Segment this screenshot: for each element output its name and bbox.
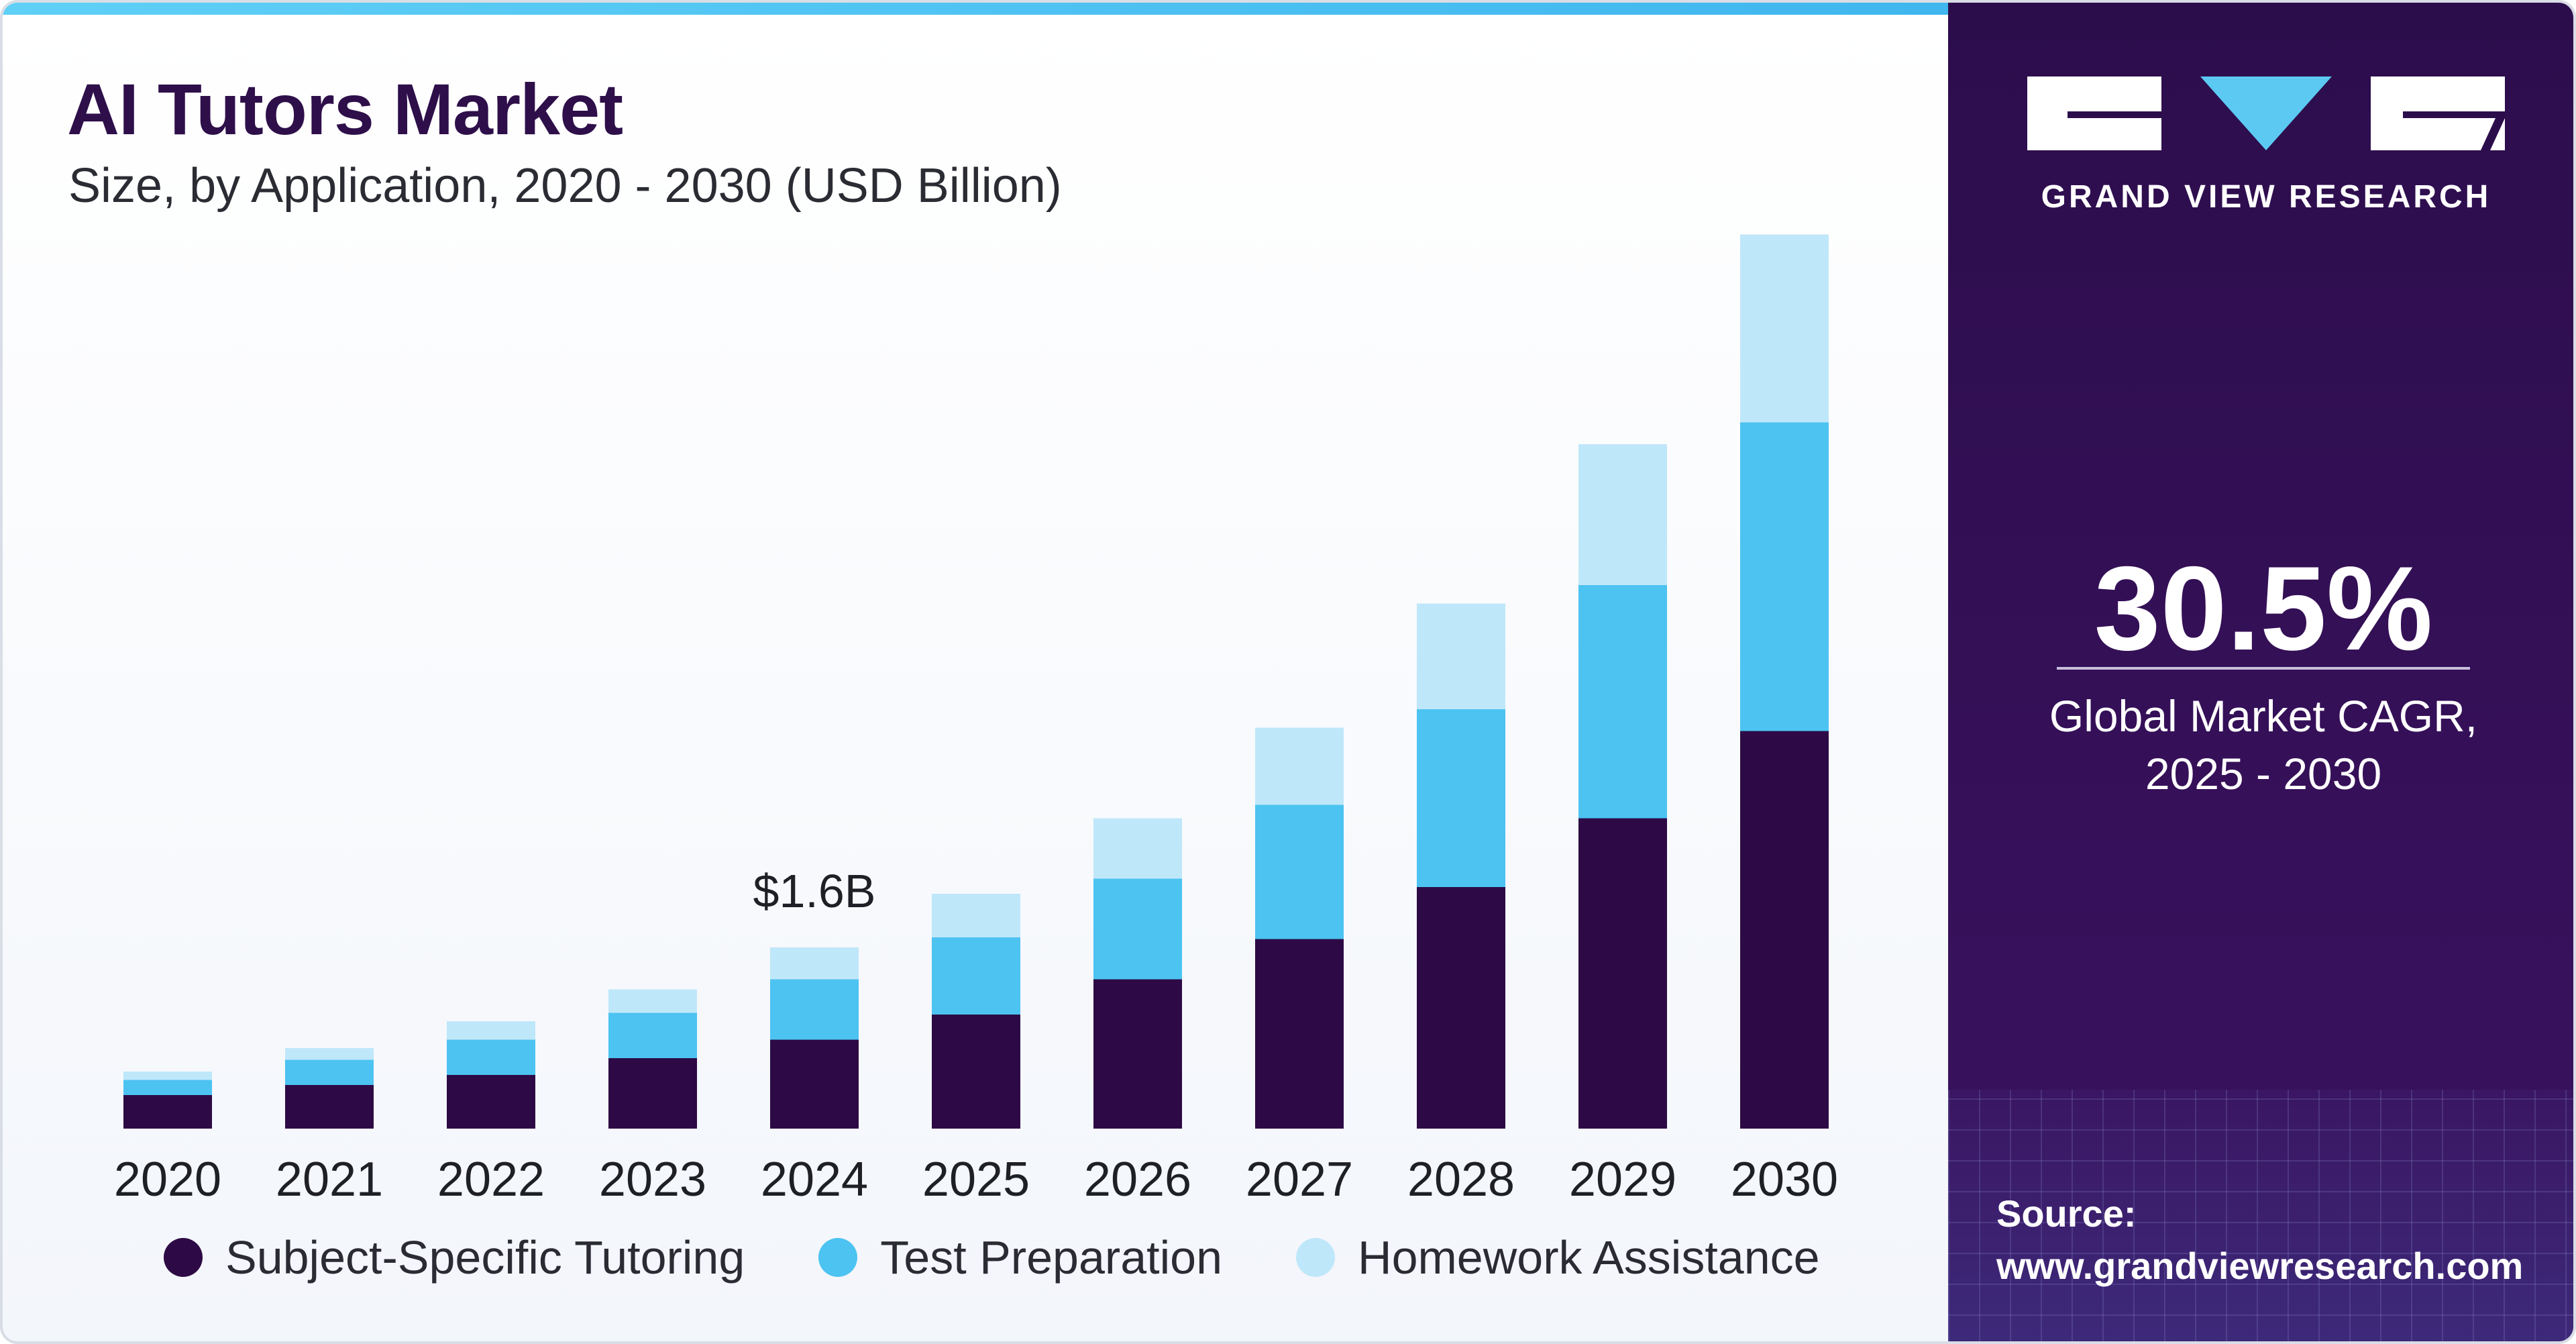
stacked-bar-chart: 2020 2021 2022 2023 2024 2025 2026 2027 2028 2029… <box>114 234 1838 1206</box>
cagr-value: 30.5% <box>2094 541 2433 675</box>
top-accent-bar <box>3 3 1948 15</box>
data-label-2024: $1.6B <box>753 865 876 917</box>
bar-homework-assistance-2027 <box>1255 727 1344 805</box>
x-tick-label-2029: 2029 <box>1569 1153 1676 1206</box>
bar-test-preparation-2027 <box>1255 805 1344 939</box>
bar-subject-specific-tutoring-2026 <box>1093 979 1182 1129</box>
bar-subject-specific-tutoring-2023 <box>608 1058 697 1129</box>
cagr-divider <box>2057 667 2470 670</box>
x-tick-label-2023: 2023 <box>599 1153 706 1206</box>
bar-subject-specific-tutoring-2028 <box>1417 887 1505 1129</box>
side-panel: GRAND VIEW RESEARCH 30.5% Global Market … <box>1948 3 2573 1341</box>
bar-homework-assistance-2029 <box>1578 444 1667 585</box>
bar-test-preparation-2029 <box>1578 585 1667 819</box>
legend-item-subject-specific: Subject-Specific Tutoring <box>164 1231 745 1284</box>
bar-subject-specific-tutoring-2020 <box>123 1095 212 1129</box>
bar-test-preparation-2030 <box>1740 422 1829 731</box>
bar-test-preparation-2022 <box>447 1039 535 1075</box>
x-tick-label-2025: 2025 <box>922 1153 1030 1206</box>
bar-homework-assistance-2026 <box>1093 818 1182 879</box>
source-label: Source: <box>1996 1192 2137 1235</box>
bar-test-preparation-2026 <box>1093 878 1182 980</box>
bar-test-preparation-2025 <box>932 937 1020 1015</box>
gvr-logo-icon <box>2027 76 2505 150</box>
bar-subject-specific-tutoring-2021 <box>285 1085 374 1129</box>
cagr-label: Global Market CAGR, 2025 - 2030 <box>2049 691 2478 798</box>
bar-homework-assistance-2021 <box>285 1048 374 1060</box>
legend-swatch-test-preparation <box>818 1238 858 1277</box>
bar-homework-assistance-2020 <box>123 1072 212 1080</box>
x-tick-label-2026: 2026 <box>1084 1153 1191 1206</box>
x-tick-label-2021: 2021 <box>276 1153 383 1206</box>
legend-item-test-preparation: Test Preparation <box>818 1231 1222 1284</box>
legend-label-subject-specific: Subject-Specific Tutoring <box>225 1231 745 1284</box>
source-url-link[interactable]: www.grandviewresearch.com <box>1996 1245 2524 1287</box>
chart-legend: Subject-Specific Tutoring Test Preparati… <box>164 1231 1820 1284</box>
x-tick-label-2020: 2020 <box>114 1153 221 1206</box>
year-labels-layer: 2020 2021 2022 2023 2024 2025 2026 2027 2028 2029… <box>114 1153 1838 1206</box>
x-tick-label-2027: 2027 <box>1246 1153 1353 1206</box>
legend-label-test-preparation: Test Preparation <box>880 1231 1223 1284</box>
bar-test-preparation-2028 <box>1417 709 1505 887</box>
legend-item-homework-assistance: Homework Assistance <box>1296 1231 1820 1284</box>
x-tick-label-2022: 2022 <box>437 1153 545 1206</box>
bar-homework-assistance-2028 <box>1417 603 1505 709</box>
bar-test-preparation-2020 <box>123 1080 212 1095</box>
x-tick-label-2024: 2024 <box>761 1153 868 1206</box>
bar-homework-assistance-2024 <box>770 947 859 980</box>
x-tick-label-2030: 2030 <box>1731 1153 1838 1206</box>
chart-subtitle: Size, by Application, 2020 - 2030 (USD B… <box>68 159 1062 213</box>
bar-subject-specific-tutoring-2025 <box>932 1015 1020 1129</box>
bar-homework-assistance-2025 <box>932 894 1020 937</box>
side-panel-grid-decoration <box>1948 1090 2573 1341</box>
x-tick-label-2028: 2028 <box>1407 1153 1515 1206</box>
bar-homework-assistance-2030 <box>1740 234 1829 423</box>
bar-subject-specific-tutoring-2024 <box>770 1039 859 1129</box>
bar-test-preparation-2023 <box>608 1013 697 1058</box>
bar-subject-specific-tutoring-2027 <box>1255 939 1344 1129</box>
bar-test-preparation-2024 <box>770 979 859 1040</box>
bar-subject-specific-tutoring-2022 <box>447 1075 535 1129</box>
bar-homework-assistance-2023 <box>608 989 697 1013</box>
bar-homework-assistance-2022 <box>447 1021 535 1040</box>
bar-test-preparation-2021 <box>285 1059 374 1085</box>
bars-layer <box>123 234 1829 1129</box>
legend-swatch-subject-specific <box>164 1238 203 1277</box>
annotations-layer: $1.6B <box>753 865 876 917</box>
bar-subject-specific-tutoring-2029 <box>1578 818 1667 1129</box>
brand-name: GRAND VIEW RESEARCH <box>2041 179 2491 215</box>
bar-subject-specific-tutoring-2030 <box>1740 731 1829 1129</box>
legend-swatch-homework-assistance <box>1296 1238 1336 1277</box>
legend-label-homework-assistance: Homework Assistance <box>1358 1231 1820 1284</box>
chart-title: AI Tutors Market <box>67 68 623 150</box>
